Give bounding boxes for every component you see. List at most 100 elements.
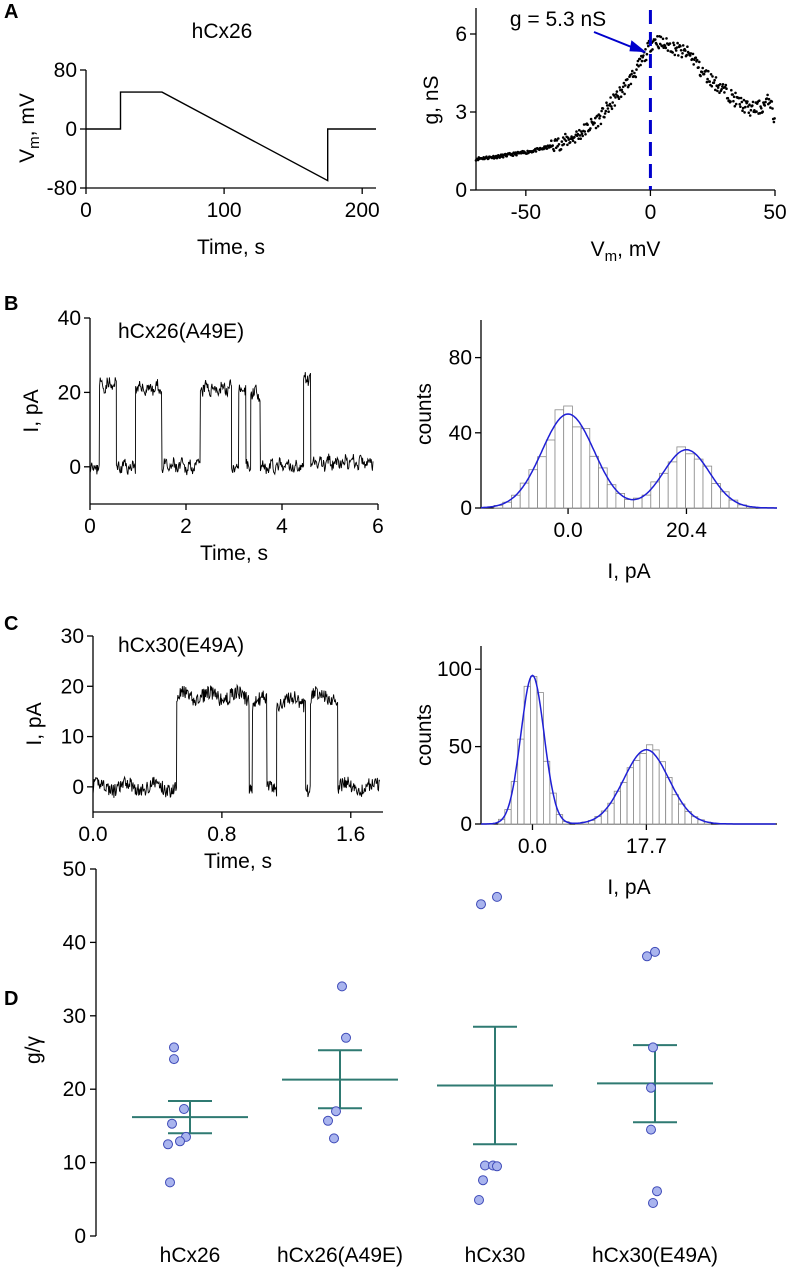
a-conductance-point [605, 104, 609, 107]
a-conductance-point [765, 97, 769, 100]
a-conductance-x-tick-label: -50 [511, 201, 541, 224]
a-conductance-point [610, 105, 613, 108]
b-trace-y-tick-label: 20 [58, 381, 81, 404]
a-conductance-point [556, 144, 559, 148]
a-conductance-x-tick-label: 0 [645, 201, 657, 224]
a-conductance-point [626, 78, 629, 81]
a-conductance-point [651, 48, 654, 51]
a-conductance-point [731, 93, 734, 96]
a-conductance-point [716, 89, 719, 93]
b-hist-bar [702, 465, 713, 509]
a-conductance-point [570, 135, 573, 138]
a-conductance-point [550, 139, 553, 142]
a-conductance-point [665, 37, 668, 40]
a-conductance-point [638, 57, 642, 61]
a-conductance-point [606, 107, 610, 110]
a-conductance-point [739, 105, 742, 108]
b-hist-x-label: I, pA [607, 560, 650, 583]
a-protocol-y-label: Vm, mV [16, 93, 43, 163]
a-conductance-point [557, 143, 561, 146]
a-conductance-point [721, 83, 725, 86]
a-conductance-point [695, 58, 699, 62]
a-conductance-point [715, 84, 718, 87]
a-protocol-y-tick-label: 0 [65, 118, 77, 141]
a-conductance-point [741, 106, 745, 110]
d-summary-point [492, 891, 502, 902]
d-summary-point [331, 1106, 341, 1117]
a-conductance-point [697, 66, 700, 69]
a-conductance-point [699, 74, 702, 78]
a-conductance-point [560, 140, 564, 143]
d-summary-point [167, 1118, 177, 1129]
a-conductance-point [545, 147, 549, 150]
c-hist-bar [671, 794, 679, 825]
a-conductance-point [723, 91, 726, 94]
a-conductance-point [730, 88, 733, 92]
c-trace-x-tick-label: 1.6 [336, 823, 365, 846]
a-conductance-point [661, 37, 665, 41]
a-conductance-point [631, 69, 634, 73]
a-conductance-point [578, 134, 582, 137]
a-conductance-point [621, 85, 625, 89]
a-conductance-point [580, 132, 584, 135]
a-conductance-point [598, 114, 602, 118]
b-hist-bar [545, 439, 556, 509]
a-conductance-point [702, 72, 706, 76]
d-summary-point [646, 1082, 656, 1093]
a-conductance-point [621, 90, 624, 94]
a-conductance-point [639, 63, 642, 67]
a-conductance-point [544, 145, 548, 148]
a-conductance-point [663, 44, 667, 48]
a-conductance-point [555, 139, 559, 142]
a-conductance-point [675, 46, 679, 49]
a-conductance-point [763, 104, 767, 107]
d-summary-point [476, 899, 486, 910]
a-conductance-y-label: g, nS [420, 75, 443, 124]
b-hist-bar [650, 481, 660, 509]
a-conductance-point [725, 87, 728, 90]
a-conductance-point [742, 98, 746, 102]
a-conductance-point [655, 43, 658, 46]
a-protocol-line [86, 91, 376, 182]
a-conductance-point [603, 112, 607, 115]
a-conductance-point [770, 100, 774, 103]
a-conductance-point [566, 143, 569, 147]
a-conductance-point [612, 94, 616, 97]
a-conductance-point [562, 142, 566, 146]
a-conductance-point [580, 130, 583, 133]
d-summary-point [652, 1186, 662, 1197]
b-hist-bar [519, 482, 530, 509]
a-conductance-point [600, 109, 603, 113]
d-summary-point [642, 951, 652, 962]
a-conductance-point [573, 141, 577, 144]
a-conductance-point [726, 96, 730, 100]
a-conductance-point [724, 83, 728, 87]
a-conductance-point [567, 138, 571, 141]
a-conductance-y-tick-label: 6 [455, 23, 467, 46]
c-hist-bar [555, 814, 564, 825]
c-trace-line [92, 683, 381, 799]
c-hist-bar [678, 803, 686, 825]
b-hist-x-tick-label: 0.0 [553, 519, 582, 542]
a-conductance-point [771, 107, 774, 110]
c-hist-bar [510, 781, 519, 825]
a-conductance-point [741, 109, 744, 112]
b-trace-x-tick-label: 4 [276, 515, 288, 538]
a-conductance-point [611, 101, 614, 104]
a-conductance-point [593, 121, 596, 125]
c-trace-y-tick-label: 30 [61, 625, 84, 648]
c-trace-y-tick-label: 10 [61, 726, 84, 749]
a-conductance-point [758, 111, 762, 115]
b-trace-x-tick-label: 6 [372, 515, 384, 538]
a-conductance-point [645, 52, 649, 56]
a-conductance-point [691, 52, 695, 56]
a-conductance-point [684, 49, 687, 52]
a-conductance-point [656, 35, 659, 38]
a-conductance-point [666, 49, 670, 52]
c-hist-bar [639, 753, 647, 825]
a-conductance-point [636, 59, 640, 63]
d-summary-point [323, 1115, 333, 1126]
a-conductance-point [642, 54, 645, 57]
panel-letter-b: B [4, 293, 18, 315]
a-conductance-point [617, 97, 621, 100]
